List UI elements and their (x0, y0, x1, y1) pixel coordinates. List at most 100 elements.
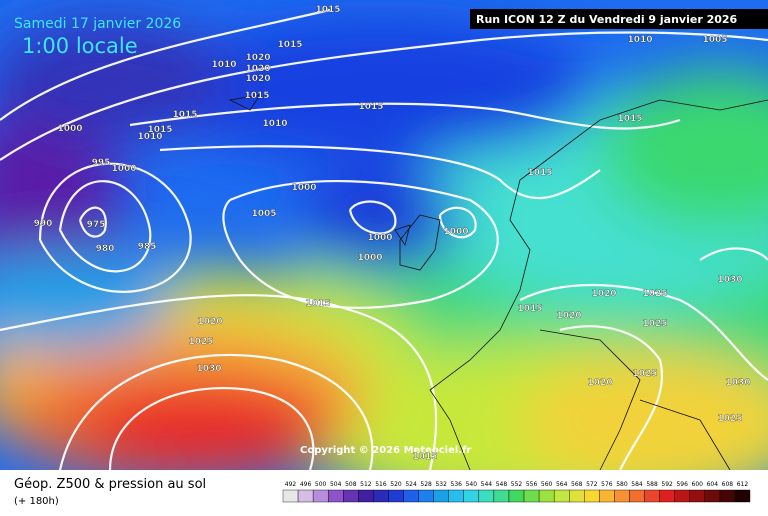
isobar-label: 1020 (245, 64, 270, 74)
scale-swatch (599, 489, 615, 503)
scale-label: 592 (661, 481, 673, 488)
isobar-label: 1010 (137, 132, 162, 142)
scale-swatch (704, 489, 721, 503)
scale-label: 604 (707, 481, 719, 488)
copyright: Copyright © 2026 Meteociel.fr (300, 445, 471, 456)
scale-swatch (373, 489, 389, 503)
isobar-label: 980 (96, 244, 115, 254)
isobar-label: 1025 (632, 369, 657, 379)
scale-label: 536 (451, 481, 463, 488)
scale-swatch (297, 489, 314, 503)
scale-swatch (689, 489, 706, 503)
scale-swatch (448, 489, 464, 503)
scale-label: 608 (722, 481, 734, 488)
isobar-label: 1025 (717, 414, 742, 424)
isobar-label: 1020 (587, 378, 612, 388)
isobar-label: 1015 (277, 40, 302, 50)
isobar-label: 1015 (305, 299, 330, 309)
scale-swatch (463, 489, 480, 503)
scale-swatch (282, 489, 299, 503)
scale-label: 612 (737, 481, 749, 488)
scale-label: 500 (315, 481, 327, 488)
scale-swatch (553, 489, 570, 503)
scale-label: 532 (435, 481, 447, 488)
isobar-label: 1025 (188, 337, 213, 347)
scale-swatch (403, 489, 419, 503)
isobar-label: 1030 (725, 378, 750, 388)
lead-time: (+ 180h) (14, 496, 59, 507)
isobar-label: 995 (92, 158, 111, 168)
isobar-label: 975 (87, 220, 106, 230)
isobar-label: 1010 (262, 119, 287, 129)
scale-label: 520 (390, 481, 402, 488)
scale-label: 576 (601, 481, 613, 488)
scale-label: 528 (420, 481, 432, 488)
scale-label: 524 (405, 481, 417, 488)
isobar-label: 1010 (627, 35, 652, 45)
scale-swatch (388, 489, 404, 503)
isobar-label: 1020 (556, 311, 581, 321)
scale-swatch (493, 489, 510, 503)
isobar-label: 1015 (315, 5, 340, 15)
scale-label: 588 (646, 481, 658, 488)
scale-label: 584 (631, 481, 643, 488)
scale-swatch (358, 489, 374, 503)
scale-label: 560 (541, 481, 553, 488)
run-banner (470, 9, 768, 29)
isobar-label: 1015 (527, 168, 552, 178)
scale-label: 516 (375, 481, 387, 488)
scale-label: 544 (481, 481, 493, 488)
scale-label: 572 (586, 481, 598, 488)
scale-swatch (418, 489, 434, 503)
isobar-label: 1015 (358, 102, 383, 112)
isobar-label: 990 (34, 219, 53, 229)
scale-swatch (584, 489, 600, 503)
isobar-label: 1020 (245, 53, 270, 63)
scale-swatch (478, 489, 495, 503)
scale-swatch (629, 489, 645, 503)
scale-swatch (659, 489, 675, 503)
scale-label: 568 (571, 481, 583, 488)
isobar-label: 1005 (702, 35, 727, 45)
forecast-date: Samedi 17 janvier 2026 (14, 16, 181, 32)
scale-swatch (327, 489, 344, 503)
scale-label: 508 (345, 481, 357, 488)
scale-label: 600 (692, 481, 704, 488)
scale-swatch (312, 489, 329, 503)
isobar-label: 1015 (517, 304, 542, 314)
isobar-label: 1000 (367, 233, 392, 243)
scale-swatch (734, 489, 751, 503)
isobar-label: 1025 (642, 289, 667, 299)
scale-label: 596 (676, 481, 688, 488)
isobar-label: 1010 (211, 60, 236, 70)
scale-swatch (538, 489, 555, 503)
scale-swatch (644, 489, 660, 503)
scale-swatch (674, 489, 690, 503)
isobar-label: 985 (138, 242, 157, 252)
isobar-label: 1000 (111, 164, 136, 174)
isobar-label: 1015 (172, 110, 197, 120)
scale-swatch (614, 489, 630, 503)
isobar-label: 1020 (245, 74, 270, 84)
isobar-label: 1025 (642, 319, 667, 329)
isobar-label: 1015 (617, 114, 642, 124)
isobar-label: 1015 (244, 91, 269, 101)
scale-label: 540 (466, 481, 478, 488)
scale-label: 496 (300, 481, 312, 488)
scale-label: 580 (616, 481, 628, 488)
scale-label: 492 (285, 481, 297, 488)
scale-swatch (508, 489, 525, 503)
scale-swatch (433, 489, 449, 503)
scale-swatch (719, 489, 736, 503)
scale-label: 504 (330, 481, 342, 488)
scale-label: 556 (526, 481, 538, 488)
isobar-label: 1000 (291, 183, 316, 193)
isobar-label: 1000 (443, 227, 468, 237)
scale-label: 548 (496, 481, 508, 488)
scale-swatch (523, 489, 540, 503)
isobars (0, 8, 768, 471)
scale-swatch (569, 489, 585, 503)
isobar-label: 1000 (57, 124, 82, 134)
scale-swatch (343, 489, 359, 503)
